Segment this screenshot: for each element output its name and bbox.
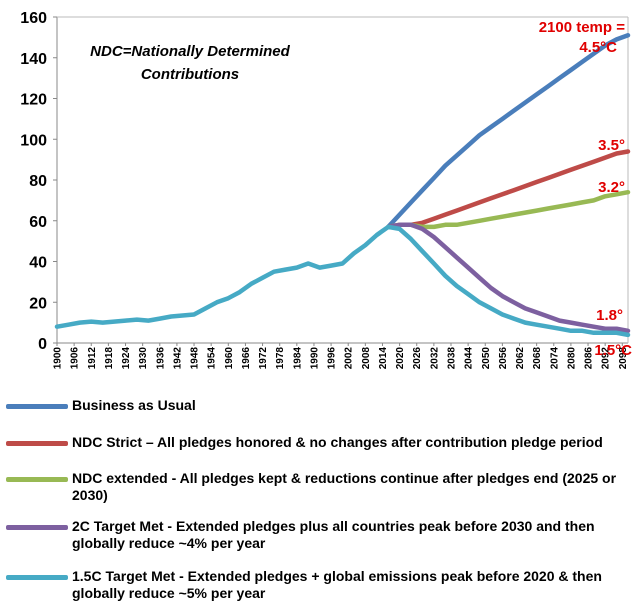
x-tick-label: 1906 bbox=[70, 347, 81, 370]
x-tick-label: 1978 bbox=[275, 347, 286, 370]
x-tick-label: 1996 bbox=[327, 347, 338, 370]
x-tick-label: 2050 bbox=[481, 347, 492, 370]
x-tick-label: 1954 bbox=[207, 347, 218, 370]
x-tick-label: 2038 bbox=[446, 347, 457, 370]
x-tick-label: 1942 bbox=[172, 347, 183, 370]
x-tick-label: 1990 bbox=[309, 347, 320, 370]
x-tick-label: 2026 bbox=[412, 347, 423, 370]
series-line bbox=[385, 149, 631, 230]
x-tick-label: 2062 bbox=[515, 347, 526, 370]
x-tick-label: 2092 bbox=[601, 347, 612, 370]
legend-swatch bbox=[6, 441, 68, 446]
series-line bbox=[385, 189, 631, 230]
annotation: 3.2° bbox=[598, 179, 625, 196]
x-tick-label: 2098 bbox=[618, 347, 629, 370]
y-tick-label: 100 bbox=[20, 132, 47, 149]
series-line bbox=[385, 222, 631, 334]
legend-label: 2C Target Met - Extended pledges plus al… bbox=[72, 518, 595, 551]
x-tick-label: 1924 bbox=[121, 347, 132, 370]
y-tick-label: 20 bbox=[29, 295, 47, 312]
annotation: 2100 temp = bbox=[539, 19, 626, 36]
x-tick-label: 2074 bbox=[549, 347, 560, 370]
x-tick-label: 1930 bbox=[138, 347, 149, 370]
x-tick-label: 2056 bbox=[498, 347, 509, 370]
annotation: 1.8° bbox=[596, 307, 623, 324]
y-tick-label: 60 bbox=[29, 214, 47, 231]
x-tick-label: 1900 bbox=[53, 347, 64, 370]
x-tick-label: 1960 bbox=[224, 347, 235, 370]
x-tick-label: 1912 bbox=[87, 347, 98, 370]
annotation: 4.5°C bbox=[579, 39, 617, 56]
legend-label: 1.5C Target Met - Extended pledges + glo… bbox=[72, 568, 602, 601]
x-tick-label: 2002 bbox=[344, 347, 355, 370]
y-tick-label: 40 bbox=[29, 255, 47, 272]
annotation: 3.5° bbox=[598, 137, 625, 154]
y-tick-label: 140 bbox=[20, 51, 47, 68]
chart: 0 20 40 60 80 100 120 140 160 1900 1906 1912 1918 192… bbox=[20, 10, 632, 370]
annotation: 1.5°C bbox=[594, 342, 632, 359]
x-tick-label: 2080 bbox=[566, 347, 577, 370]
legend-label: NDC extended - All pledges kept & reduct… bbox=[72, 470, 617, 503]
legend-swatch bbox=[6, 404, 68, 409]
y-tick-label: 160 bbox=[20, 10, 47, 27]
series-line bbox=[385, 33, 631, 230]
x-tick-label: 2068 bbox=[532, 347, 543, 370]
legend-swatch bbox=[6, 477, 68, 482]
x-tick-label: 1936 bbox=[155, 347, 166, 370]
y-tick-label: 80 bbox=[29, 173, 47, 190]
legend-swatch bbox=[6, 525, 68, 530]
x-tick-label: 1918 bbox=[104, 347, 115, 370]
y-tick-label: 0 bbox=[38, 336, 47, 353]
x-tick-label: 2008 bbox=[361, 347, 372, 370]
legend-swatch bbox=[6, 575, 68, 580]
note-line: NDC=Nationally Determined bbox=[90, 43, 290, 60]
x-tick-label: 1948 bbox=[190, 347, 201, 370]
note-line: Contributions bbox=[141, 66, 239, 83]
legend-label: NDC Strict – All pledges honored & no ch… bbox=[72, 434, 603, 450]
legend-label: Business as Usual bbox=[72, 397, 196, 413]
series-line bbox=[54, 224, 631, 338]
x-tick-label: 1972 bbox=[258, 347, 269, 370]
x-tick-label: 2044 bbox=[464, 347, 475, 370]
x-tick-label: 2032 bbox=[429, 347, 440, 370]
x-tick-label: 1966 bbox=[241, 347, 252, 370]
x-tick-label: 2020 bbox=[395, 347, 406, 370]
y-tick-label: 120 bbox=[20, 92, 47, 109]
x-tick-label: 2014 bbox=[378, 347, 389, 370]
x-tick-label: 2086 bbox=[584, 347, 595, 370]
x-tick-label: 1984 bbox=[292, 347, 303, 370]
